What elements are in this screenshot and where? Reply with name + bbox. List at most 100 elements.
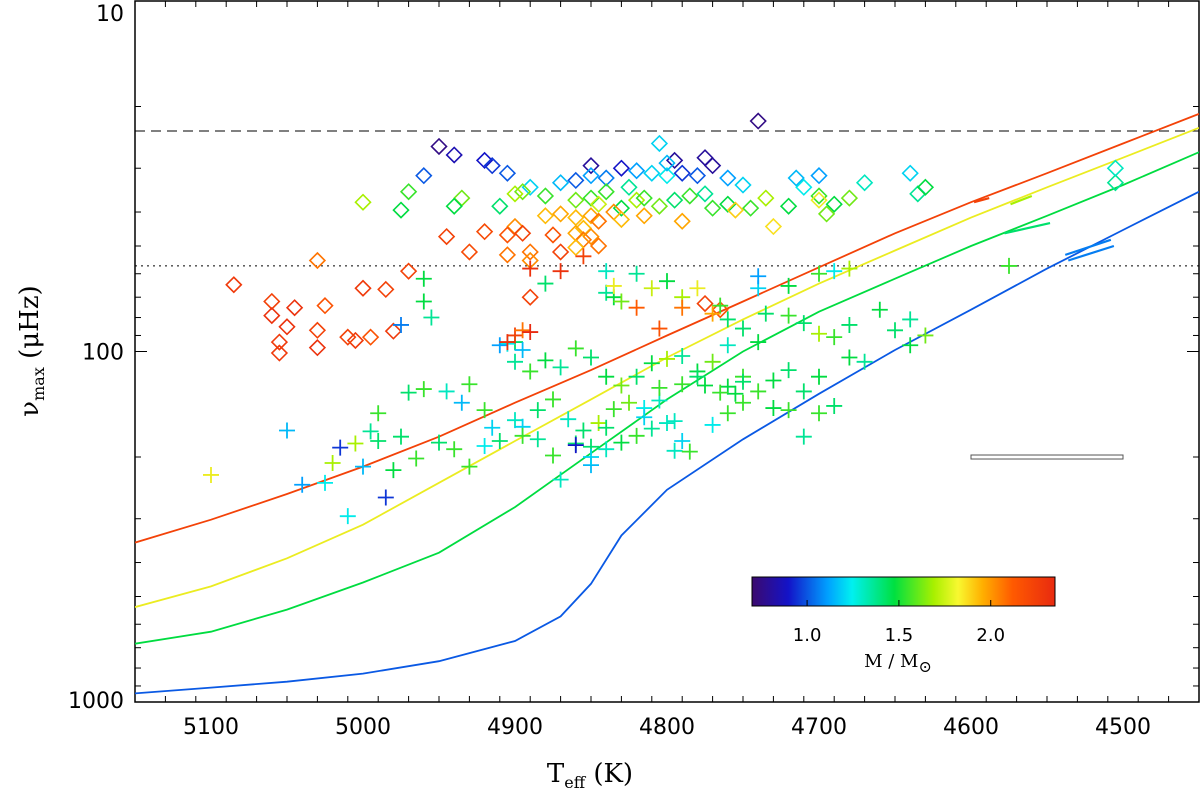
plus-point bbox=[704, 416, 721, 433]
data-points bbox=[203, 112, 1125, 525]
plus-point bbox=[537, 352, 554, 369]
plus-point bbox=[279, 422, 295, 439]
diamond-point bbox=[354, 279, 372, 297]
plus-point bbox=[643, 355, 660, 372]
plus-point bbox=[203, 466, 219, 483]
diamond-point bbox=[460, 243, 479, 261]
diamond-point bbox=[635, 189, 653, 207]
plus-point bbox=[514, 427, 531, 444]
diamond-point bbox=[308, 321, 327, 339]
colorbar-ticks: 1.0 1.5 2.0 bbox=[793, 600, 1005, 646]
plus-point bbox=[780, 277, 797, 294]
plus-point bbox=[317, 474, 333, 491]
plus-point bbox=[529, 431, 546, 448]
track-segment bbox=[1004, 221, 1051, 235]
plus-point bbox=[780, 307, 797, 324]
diamond-point bbox=[795, 178, 813, 196]
plus-point bbox=[674, 376, 691, 393]
plus-point bbox=[719, 405, 736, 422]
plus-point bbox=[347, 435, 364, 452]
plus-point bbox=[575, 422, 592, 439]
diamond-point bbox=[612, 159, 631, 177]
plus-point bbox=[491, 337, 508, 354]
diamond-point bbox=[521, 243, 539, 261]
plus-point bbox=[719, 311, 736, 328]
y-tick-label: 10 bbox=[96, 2, 124, 27]
diamond-point bbox=[308, 339, 327, 357]
diamond-point bbox=[665, 191, 684, 209]
diamond-point bbox=[384, 322, 403, 340]
plus-point bbox=[598, 368, 615, 385]
plus-point bbox=[735, 320, 751, 337]
plus-point bbox=[332, 439, 349, 456]
diamond-point bbox=[567, 171, 585, 190]
plus-point bbox=[431, 434, 447, 451]
x-axis-sub: eff bbox=[564, 773, 586, 791]
plus-point bbox=[841, 260, 858, 277]
diamond-point bbox=[582, 189, 600, 207]
diamond-point bbox=[673, 212, 691, 230]
plus-point bbox=[780, 362, 797, 379]
diamond-point bbox=[696, 185, 714, 203]
plus-point bbox=[826, 397, 843, 414]
diamond-point bbox=[574, 231, 593, 249]
diamond-point bbox=[392, 201, 410, 219]
plus-point bbox=[1001, 257, 1017, 274]
colorbar-tick-label: 2.0 bbox=[976, 625, 1005, 646]
plus-point bbox=[659, 415, 675, 432]
diamond-point bbox=[498, 246, 517, 264]
x-axis-unit: (K) bbox=[585, 759, 633, 789]
diamond-point bbox=[711, 301, 729, 319]
diamond-point bbox=[810, 191, 828, 209]
diamond-point bbox=[582, 167, 600, 185]
plus-point bbox=[674, 432, 691, 449]
diamond-point bbox=[749, 112, 767, 130]
diamond-point bbox=[627, 162, 646, 180]
plus-point bbox=[575, 248, 592, 265]
diamond-point bbox=[308, 251, 327, 270]
diamond-point bbox=[316, 297, 334, 315]
diamond-point bbox=[225, 276, 243, 294]
plus-point bbox=[917, 327, 934, 344]
plus-point bbox=[811, 405, 827, 422]
plus-point bbox=[583, 349, 599, 366]
diamond-point bbox=[582, 227, 600, 246]
plus-point bbox=[545, 391, 561, 408]
diamond-point bbox=[498, 164, 517, 182]
diamond-point bbox=[278, 318, 296, 336]
diamond-point bbox=[589, 195, 608, 213]
diamond-point bbox=[536, 187, 555, 205]
plus-point bbox=[674, 299, 691, 316]
plus-point bbox=[643, 420, 660, 437]
plus-point bbox=[902, 311, 919, 328]
diamond-point bbox=[437, 227, 456, 246]
plus-point bbox=[605, 401, 622, 418]
colorbar-title-symbol: ⊙ bbox=[918, 657, 931, 676]
x-tick-label: 4900 bbox=[487, 715, 543, 740]
plus-point bbox=[476, 437, 493, 454]
plus-point bbox=[415, 381, 432, 398]
plus-point bbox=[704, 353, 721, 370]
plus-point bbox=[795, 383, 812, 400]
diamond-point bbox=[665, 151, 684, 170]
diamond-point bbox=[361, 328, 380, 346]
diamond-point bbox=[673, 164, 691, 182]
diamond-point bbox=[430, 137, 448, 156]
plus-point bbox=[674, 347, 691, 364]
plus-point bbox=[651, 320, 668, 337]
diamond-point bbox=[399, 262, 418, 280]
diamond-point bbox=[1106, 174, 1125, 192]
track-segment bbox=[1010, 194, 1033, 206]
plus-point bbox=[628, 299, 645, 316]
plus-point bbox=[491, 432, 508, 449]
plus-point bbox=[887, 322, 903, 339]
plus-point bbox=[826, 329, 843, 346]
diamond-point bbox=[597, 183, 615, 201]
colorbar-title-text: M / M bbox=[864, 651, 918, 672]
diamond-point bbox=[544, 226, 562, 244]
plus-point bbox=[757, 305, 774, 322]
diamond-point bbox=[696, 149, 714, 167]
diamond-point bbox=[551, 205, 570, 223]
plus-point bbox=[484, 419, 501, 436]
diamond-point bbox=[719, 195, 737, 213]
